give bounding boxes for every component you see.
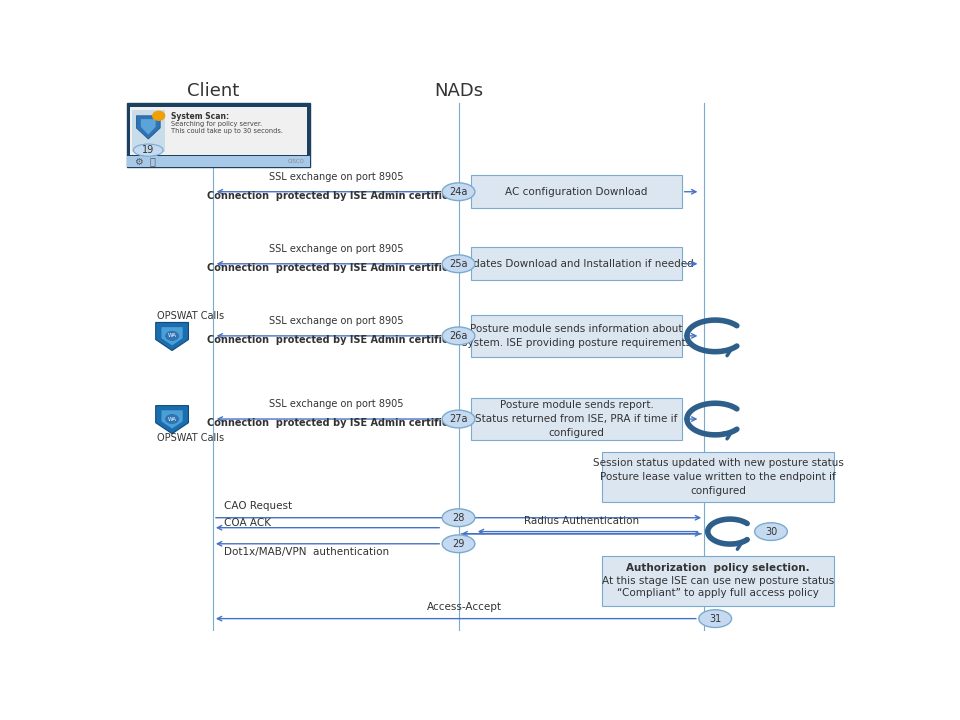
FancyBboxPatch shape (602, 556, 834, 606)
Text: Updates Download and Installation if needed: Updates Download and Installation if nee… (459, 258, 694, 269)
FancyBboxPatch shape (471, 175, 682, 208)
FancyBboxPatch shape (128, 103, 310, 167)
Text: 29: 29 (452, 539, 465, 549)
Text: CAO Request: CAO Request (225, 501, 292, 511)
Ellipse shape (699, 610, 732, 628)
FancyBboxPatch shape (132, 110, 165, 152)
Text: ⚙  ⓘ: ⚙ ⓘ (134, 156, 156, 166)
FancyBboxPatch shape (602, 452, 834, 503)
Ellipse shape (443, 509, 475, 526)
Text: 28: 28 (452, 513, 465, 523)
Text: Connection  protected by ISE Admin certificate: Connection protected by ISE Admin certif… (206, 418, 465, 428)
Text: NADs: NADs (434, 82, 483, 100)
Text: 27a: 27a (449, 414, 468, 424)
Polygon shape (156, 323, 188, 351)
Polygon shape (156, 405, 188, 433)
FancyBboxPatch shape (471, 247, 682, 280)
Ellipse shape (133, 144, 163, 156)
Text: Connection  protected by ISE Admin certificate: Connection protected by ISE Admin certif… (206, 263, 465, 273)
Text: 26a: 26a (449, 331, 468, 341)
Text: OPSWAT Calls: OPSWAT Calls (157, 433, 225, 444)
Text: “Compliant” to apply full access policy: “Compliant” to apply full access policy (617, 588, 819, 598)
Text: COA ACK: COA ACK (225, 518, 271, 528)
Text: Dot1x/MAB/VPN  authentication: Dot1x/MAB/VPN authentication (225, 546, 390, 557)
Ellipse shape (443, 535, 475, 553)
FancyBboxPatch shape (130, 107, 307, 155)
Ellipse shape (443, 410, 475, 428)
Polygon shape (141, 119, 156, 135)
Ellipse shape (443, 183, 475, 201)
Circle shape (165, 413, 180, 425)
Ellipse shape (755, 523, 787, 541)
Text: Posture module sends information about
system. ISE providing posture requirement: Posture module sends information about s… (462, 324, 691, 348)
Text: SSL exchange on port 8905: SSL exchange on port 8905 (269, 399, 403, 409)
Text: OPSWAT Calls: OPSWAT Calls (157, 312, 225, 321)
Text: WA: WA (168, 417, 177, 421)
Text: This could take up to 30 seconds.: This could take up to 30 seconds. (171, 128, 282, 135)
Text: Authorization  policy selection.: Authorization policy selection. (626, 564, 810, 573)
Text: 19: 19 (142, 145, 155, 155)
Text: Access-Accept: Access-Accept (426, 602, 501, 612)
Circle shape (165, 330, 180, 341)
FancyBboxPatch shape (128, 156, 310, 167)
Circle shape (153, 112, 165, 120)
Text: 31: 31 (709, 613, 721, 624)
Ellipse shape (443, 327, 475, 345)
Text: Connection  protected by ISE Admin certificate: Connection protected by ISE Admin certif… (206, 335, 465, 345)
Text: SSL exchange on port 8905: SSL exchange on port 8905 (269, 172, 403, 181)
FancyBboxPatch shape (471, 398, 682, 440)
Text: At this stage ISE can use new posture status: At this stage ISE can use new posture st… (602, 576, 834, 586)
Polygon shape (161, 327, 182, 346)
Ellipse shape (443, 255, 475, 273)
Text: WA: WA (168, 333, 177, 338)
Text: CISCO: CISCO (287, 158, 304, 163)
Text: System Scan:: System Scan: (171, 112, 228, 122)
Text: Radius Authentication: Radius Authentication (524, 516, 638, 526)
Text: Searching for policy server.: Searching for policy server. (171, 121, 262, 127)
Text: SSL exchange on port 8905: SSL exchange on port 8905 (269, 316, 403, 326)
Text: 30: 30 (765, 526, 778, 536)
Polygon shape (136, 116, 160, 139)
Text: 24a: 24a (449, 186, 468, 197)
Text: 25a: 25a (449, 258, 468, 269)
Text: Client: Client (187, 82, 239, 100)
Text: Session status updated with new posture status
Posture lease value written to th: Session status updated with new posture … (592, 458, 844, 496)
Text: Connection  protected by ISE Admin certificate: Connection protected by ISE Admin certif… (206, 191, 465, 201)
Text: AC configuration Download: AC configuration Download (505, 186, 648, 197)
FancyBboxPatch shape (471, 315, 682, 356)
Text: SSL exchange on port 8905: SSL exchange on port 8905 (269, 244, 403, 254)
Text: Posture module sends report.
Status returned from ISE, PRA if time if
configured: Posture module sends report. Status retu… (475, 400, 678, 438)
Polygon shape (161, 410, 182, 428)
